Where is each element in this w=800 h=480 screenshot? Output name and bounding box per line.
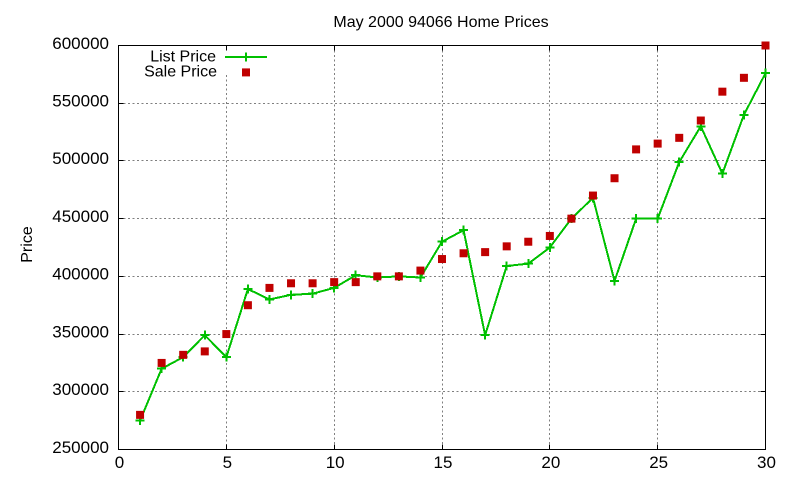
svg-text:0: 0 xyxy=(115,453,124,472)
svg-text:500000: 500000 xyxy=(52,149,109,168)
svg-text:20: 20 xyxy=(541,453,560,472)
svg-text:5: 5 xyxy=(223,453,232,472)
svg-text:10: 10 xyxy=(326,453,345,472)
svg-text:550000: 550000 xyxy=(52,92,109,111)
svg-text:450000: 450000 xyxy=(52,207,109,226)
svg-text:List Price: List Price xyxy=(150,49,216,66)
svg-text:600000: 600000 xyxy=(52,34,109,53)
svg-text:25: 25 xyxy=(649,453,668,472)
svg-text:Sale Price: Sale Price xyxy=(144,63,217,80)
svg-text:350000: 350000 xyxy=(52,322,109,341)
svg-text:300000: 300000 xyxy=(52,380,109,399)
svg-text:400000: 400000 xyxy=(52,265,109,284)
svg-text:250000: 250000 xyxy=(52,438,109,457)
svg-text:May 2000 94066 Home Prices: May 2000 94066 Home Prices xyxy=(333,14,548,31)
svg-text:15: 15 xyxy=(434,453,453,472)
svg-text:30: 30 xyxy=(757,453,776,472)
svg-text:Price: Price xyxy=(19,226,36,263)
